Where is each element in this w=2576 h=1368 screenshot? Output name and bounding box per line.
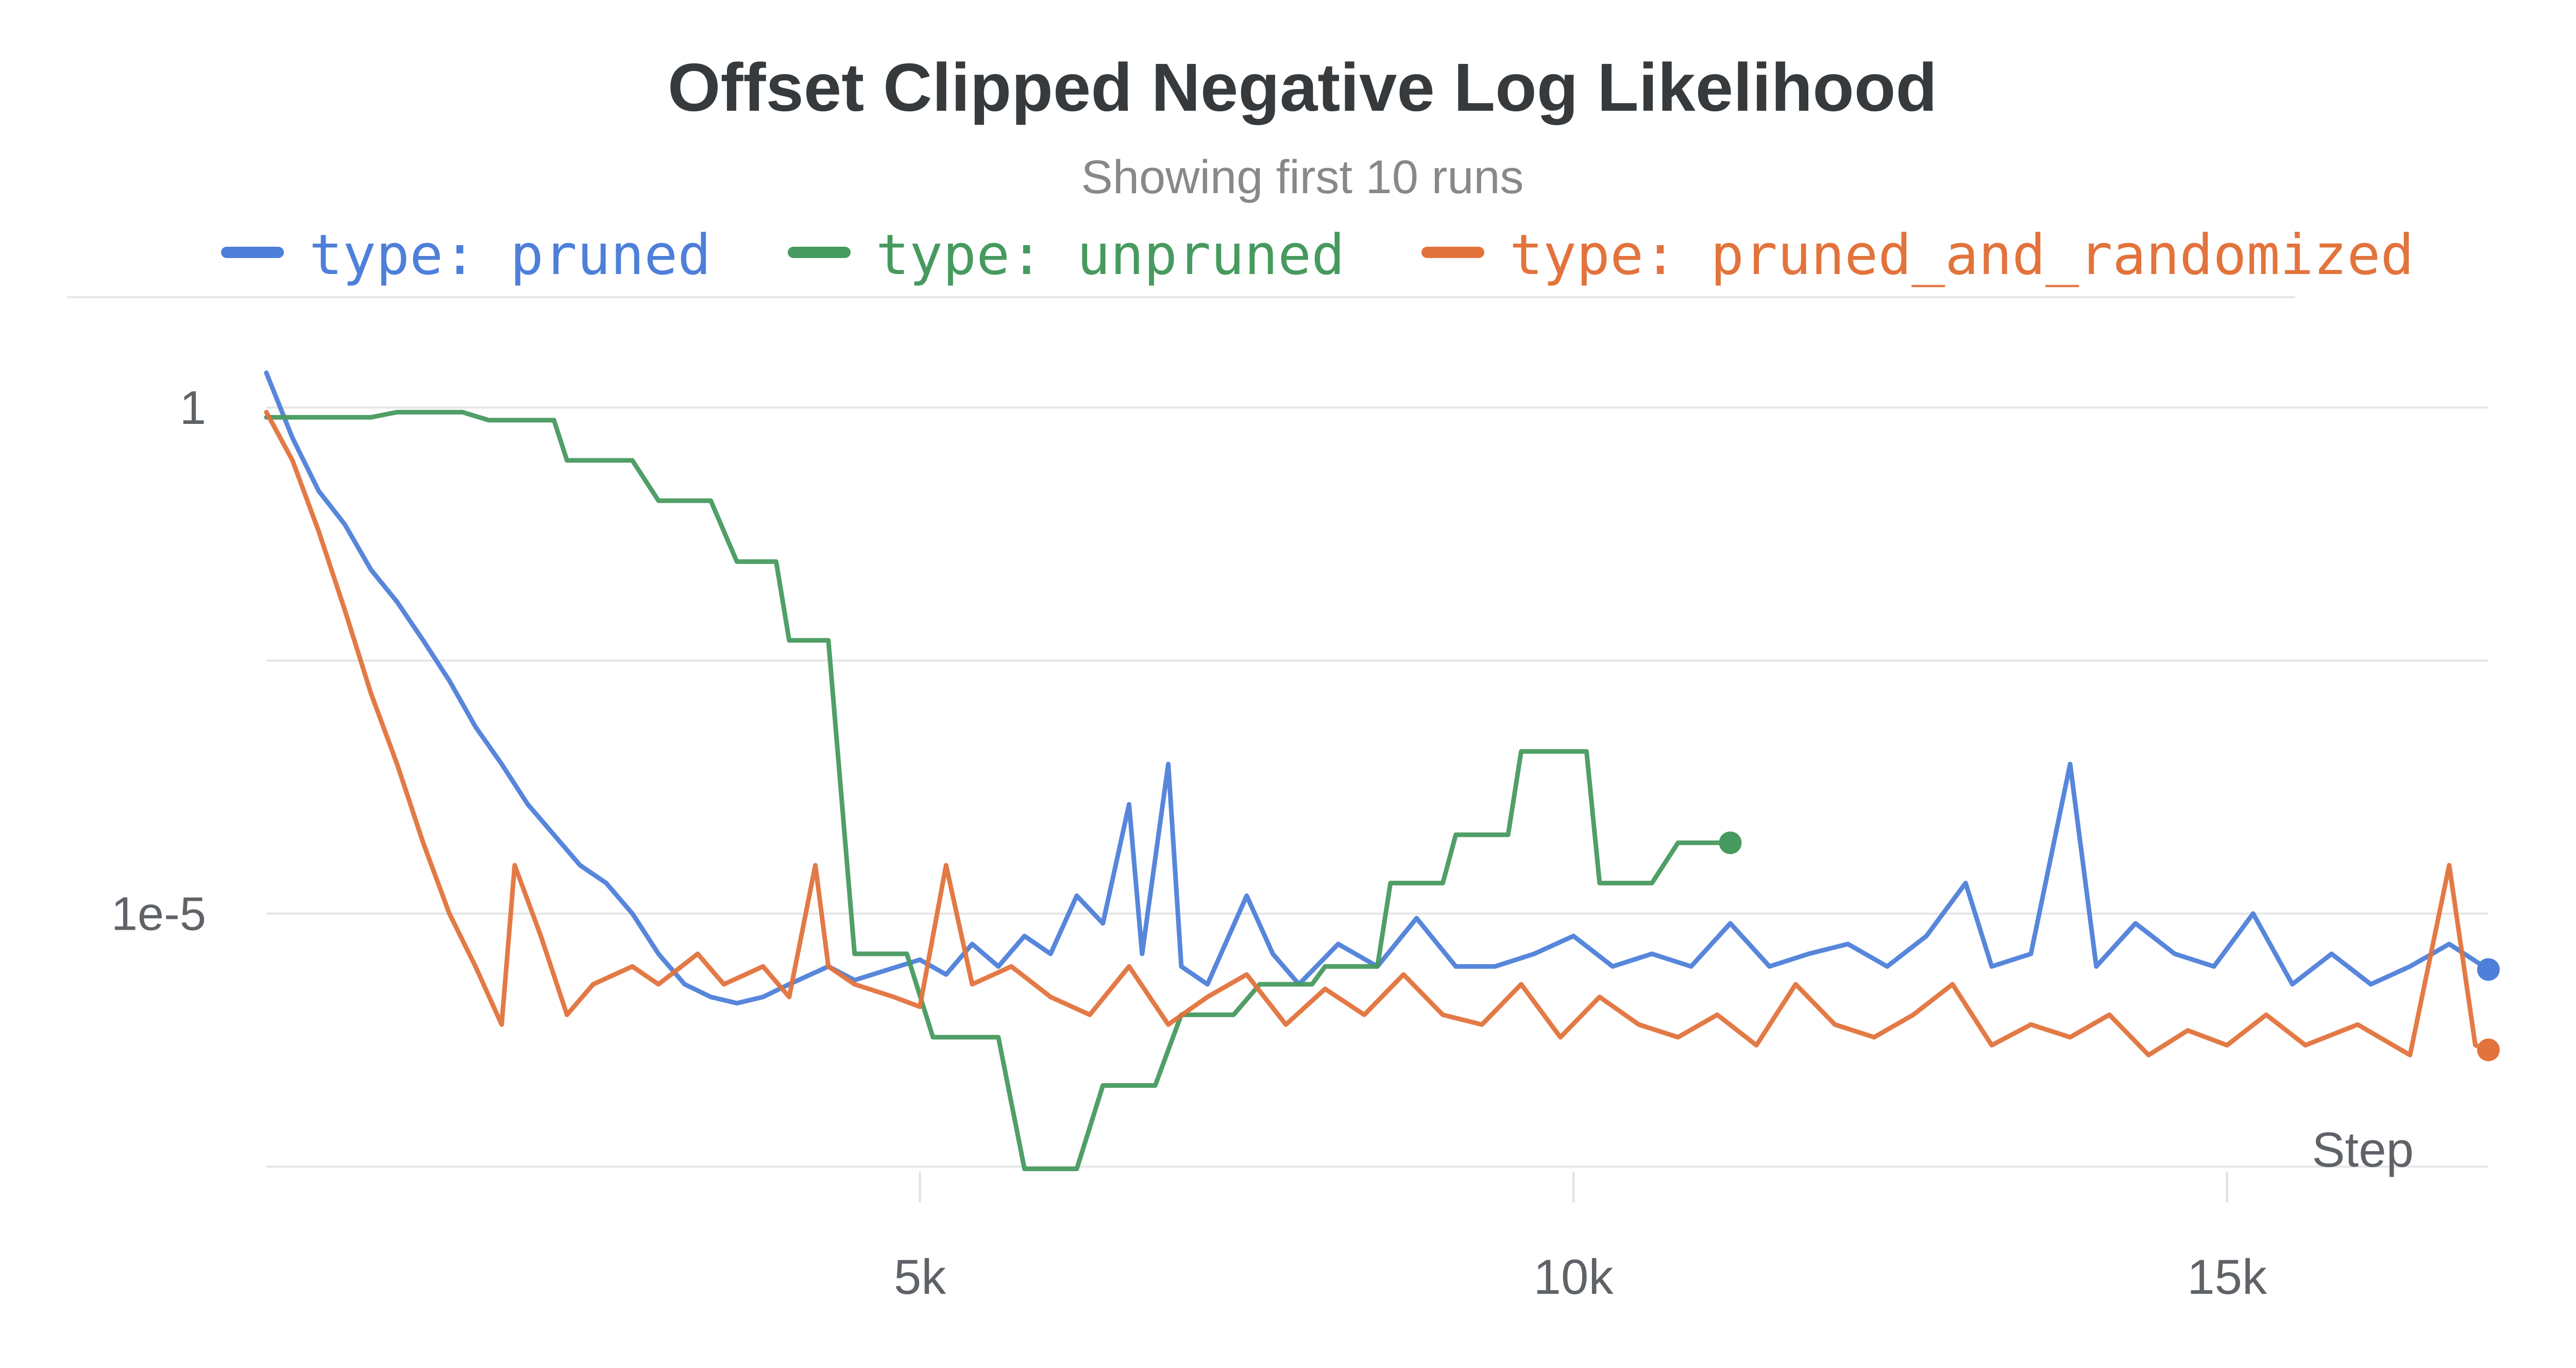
grid	[266, 406, 2488, 1168]
legend-item[interactable]: type: unpruned	[788, 223, 1345, 287]
y-tick-label: 1e-5	[111, 888, 206, 940]
x-axis: 5k 10k 15k	[894, 1172, 2267, 1305]
series-line	[264, 409, 1733, 1171]
chart-title: Offset Clipped Negative Log Likelihood	[668, 49, 1937, 125]
legend-item[interactable]: type: pruned_and_randomized	[1421, 223, 2414, 287]
legend-label: type: pruned	[309, 223, 711, 287]
y-tick-label: 1	[180, 382, 206, 434]
legend-label: type: pruned_and_randomized	[1510, 223, 2414, 287]
x-tick-label: 15k	[2187, 1250, 2267, 1305]
chart-subtitle: Showing first 10 runs	[1081, 151, 1523, 203]
legend-label: type: unpruned	[876, 223, 1345, 287]
series-end-marker	[2477, 958, 2500, 981]
series-line	[264, 409, 2491, 1057]
series-end-marker	[2477, 1038, 2500, 1062]
series-end-marker	[1719, 831, 1742, 854]
series-line	[264, 370, 2491, 1006]
y-axis: 1 1e-5	[111, 382, 206, 940]
x-tick-label: 10k	[1534, 1250, 1614, 1305]
legend-item[interactable]: type: pruned	[221, 223, 711, 287]
x-axis-label: Step	[2312, 1122, 2414, 1177]
series-layer	[264, 370, 2500, 1171]
legend: type: pruned type: unpruned type: pruned_a…	[221, 223, 2414, 287]
x-tick-label: 5k	[894, 1250, 946, 1305]
